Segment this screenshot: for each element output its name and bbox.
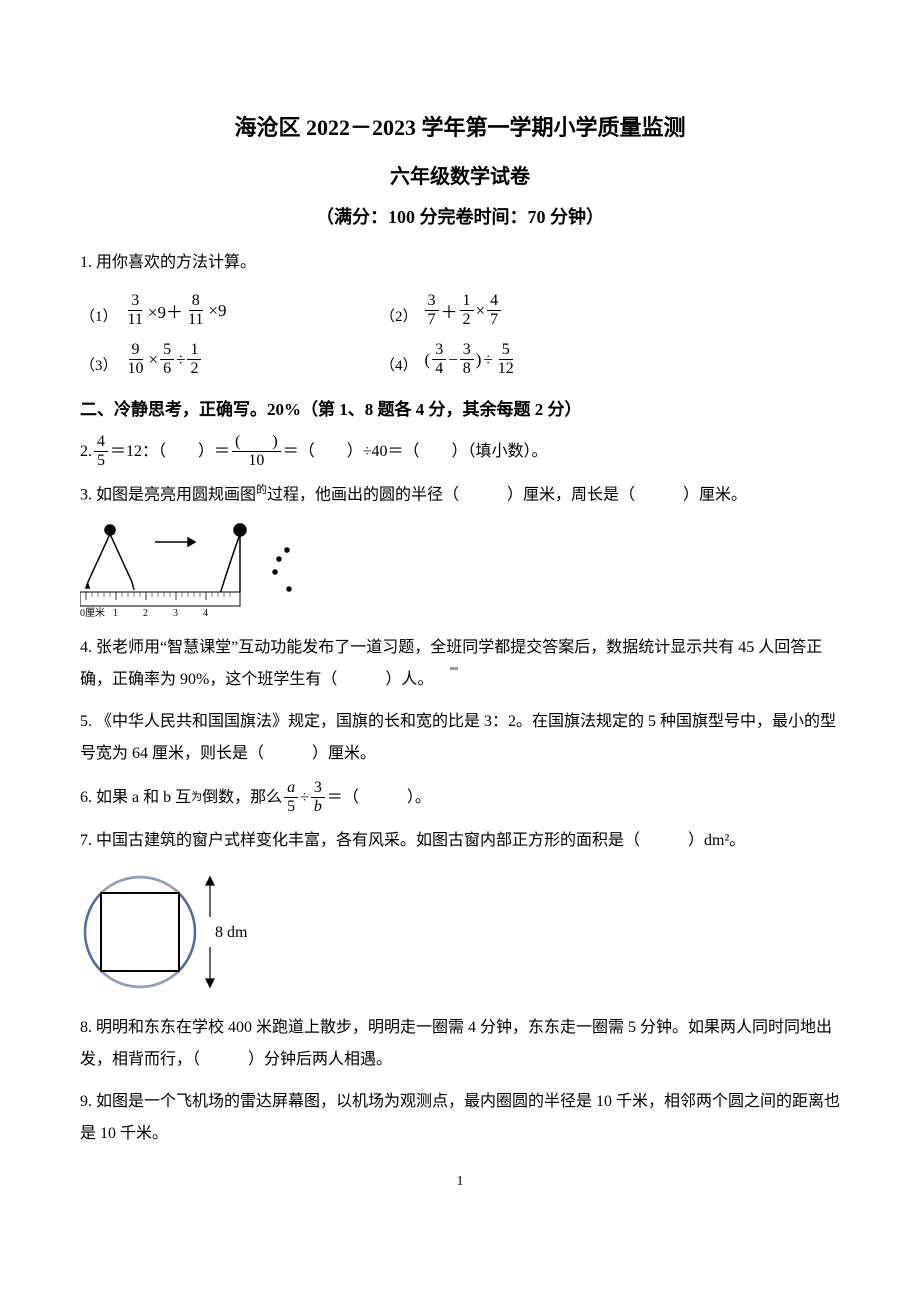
exam-sub-title: 六年级数学试卷 <box>80 160 840 189</box>
q1-item-3: （3） 910 × 56 ÷ 12 <box>80 342 380 377</box>
q1-item-2-label: （2） <box>380 305 418 328</box>
q1-row-2: （3） 910 × 56 ÷ 12 （4） ( 34 − 38 ) ÷ 512 <box>80 342 840 377</box>
q1-item-3-label: （3） <box>80 354 118 377</box>
ruler-label-2: 2 <box>143 608 148 617</box>
ruler-label-1: 1 <box>113 608 118 617</box>
ruler-label-0: 0厘米 <box>80 606 105 617</box>
q2: 2. 45 ＝12：（ ）＝ ( )10 ＝（ ）÷40＝（ ）（填小数）。 <box>80 434 547 469</box>
q6: 6. 如果 a 和 b 互为倒数，那么 a5 ÷ 3b ＝（ ）。 <box>80 780 431 815</box>
q1-item-4: （4） ( 34 − 38 ) ÷ 512 <box>380 342 640 377</box>
q1-item-1: （1） 311 ×9＋ 811 ×9 <box>80 293 380 328</box>
q1-item-4-label: （4） <box>380 354 418 377</box>
page-number: 1 <box>80 1174 840 1190</box>
q7-figure: 8 dm <box>80 867 840 1002</box>
q7-dim-label: 8 dm <box>215 924 248 941</box>
ruler-label-4: 4 <box>203 608 208 617</box>
q9: 9. 如图是一个飞机场的雷达屏幕图，以机场为观测点，最内圈圆的半径是 10 千米… <box>80 1086 840 1150</box>
exam-meta: （满分：100 分完卷时间：70 分钟） <box>80 203 840 229</box>
q8: 8. 明明和东东在学校 400 米跑道上散步，明明走一圈需 4 分钟，东东走一圈… <box>80 1012 840 1076</box>
q5: 5. 《中华人民共和国国旗法》规定，国旗的长和宽的比是 3：2。在国旗法规定的 … <box>80 706 840 770</box>
q1-stem: 1. 用你喜欢的方法计算。 <box>80 247 840 279</box>
q1-row-1: （1） 311 ×9＋ 811 ×9 （2） 37 ＋ 12 × 47 <box>80 293 840 328</box>
q4: 4. 张老师用“智慧课堂”互动功能发布了一道习题，全班同学都提交答案后，数据统计… <box>80 632 840 696</box>
ruler-label-3: 3 <box>173 608 178 617</box>
q7: 7. 中国古建筑的窗户式样变化丰富，各有风采。如图古窗内部正方形的面积是（ ）d… <box>80 825 840 857</box>
section-2-header: 二、冷静思考，正确写。20%（第 1、8 题各 4 分，其余每题 2 分） <box>80 395 840 420</box>
q3-figure: 0厘米 1 2 3 4 <box>80 522 840 622</box>
center-marker-icon <box>450 660 458 678</box>
q1-item-2: （2） 37 ＋ 12 × 47 <box>380 293 640 328</box>
q1-item-1-label: （1） <box>80 305 118 328</box>
exam-main-title: 海沧区 2022－2023 学年第一学期小学质量监测 <box>80 110 840 142</box>
q3: 3. 如图是亮亮用圆规画图的过程，他画出的圆的半径（ ）厘米，周长是（ ）厘米。 <box>80 479 840 511</box>
